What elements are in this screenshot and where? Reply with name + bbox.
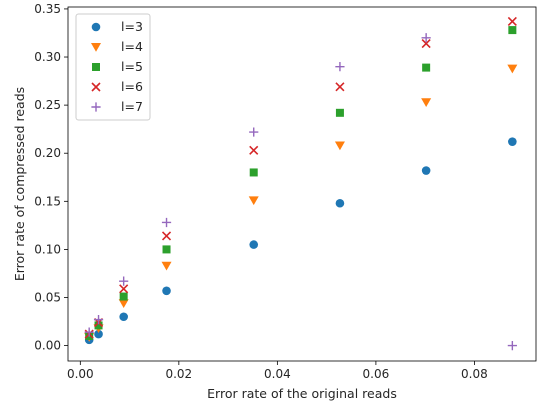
- data-point: [119, 292, 128, 301]
- y-tick-label: 0.10: [34, 242, 61, 256]
- legend-marker-4: [91, 82, 101, 92]
- data-point: [94, 321, 103, 330]
- legend-marker-5: [91, 102, 101, 112]
- legend-box: [75, 13, 151, 121]
- y-axis-label: Error rate of compressed reads: [12, 87, 27, 281]
- data-point: [508, 137, 517, 146]
- data-point: [249, 145, 259, 155]
- data-point: [84, 327, 94, 337]
- data-point: [93, 315, 104, 325]
- y-tick-label: 0.00: [34, 339, 61, 353]
- data-point: [334, 141, 345, 151]
- y-tick-label: 0.15: [34, 194, 61, 208]
- data-point: [421, 38, 431, 49]
- data-point: [119, 284, 129, 294]
- data-point: [161, 231, 172, 241]
- data-point: [335, 82, 345, 92]
- legend: l=3 l=4 l=5 l=6 l=7: [75, 13, 151, 121]
- series-5: [84, 33, 517, 351]
- data-point: [508, 26, 517, 35]
- data-point: [421, 166, 431, 175]
- legend-label-3: l=5: [121, 59, 143, 74]
- x-tick-label: 0.06: [363, 367, 390, 381]
- data-point: [507, 64, 518, 74]
- x-tick-label: 0.02: [165, 367, 192, 381]
- legend-label-4: l=6: [121, 79, 143, 94]
- data-point: [421, 33, 431, 43]
- data-point: [248, 196, 259, 206]
- x-tick-label: 0.04: [264, 367, 291, 381]
- data-point: [162, 245, 171, 254]
- data-point: [94, 329, 103, 339]
- data-point: [119, 276, 129, 286]
- legend-label-2: l=4: [121, 39, 143, 54]
- legend-marker-3: [92, 63, 100, 71]
- data-point: [119, 312, 128, 322]
- legend-marker-2: [91, 43, 101, 52]
- data-point: [335, 108, 344, 117]
- data-point: [335, 62, 345, 72]
- legend-markers: [91, 22, 101, 112]
- data-point: [421, 98, 432, 107]
- data-point: [118, 299, 129, 309]
- y-axis-ticks: 0.00 0.05 0.10 0.15 0.20 0.25 0.30 0.35: [34, 2, 68, 353]
- data-point: [507, 341, 517, 351]
- legend-label-1: l=3: [121, 19, 143, 34]
- y-tick-label: 0.35: [34, 2, 61, 16]
- x-tick-label: 0.08: [461, 367, 488, 381]
- x-axis-ticks: 0.00 0.02 0.04 0.06 0.08: [67, 361, 488, 381]
- y-tick-label: 0.25: [34, 98, 61, 112]
- data-point: [249, 168, 258, 177]
- y-tick-label: 0.05: [34, 291, 61, 305]
- x-tick-label: 0.00: [67, 367, 94, 381]
- y-tick-label: 0.30: [34, 50, 61, 64]
- data-point: [249, 240, 259, 249]
- data-point: [422, 63, 431, 72]
- data-point: [161, 217, 172, 228]
- data-point: [335, 198, 345, 208]
- y-tick-label: 0.20: [34, 146, 61, 160]
- x-axis-label: Error rate of the original reads: [207, 386, 397, 401]
- legend-label-5: l=7: [121, 99, 143, 114]
- data-points: [84, 16, 518, 351]
- data-point: [507, 16, 517, 26]
- data-point: [161, 261, 172, 271]
- data-point: [162, 286, 171, 296]
- data-point: [249, 127, 259, 137]
- legend-marker-1: [91, 22, 101, 32]
